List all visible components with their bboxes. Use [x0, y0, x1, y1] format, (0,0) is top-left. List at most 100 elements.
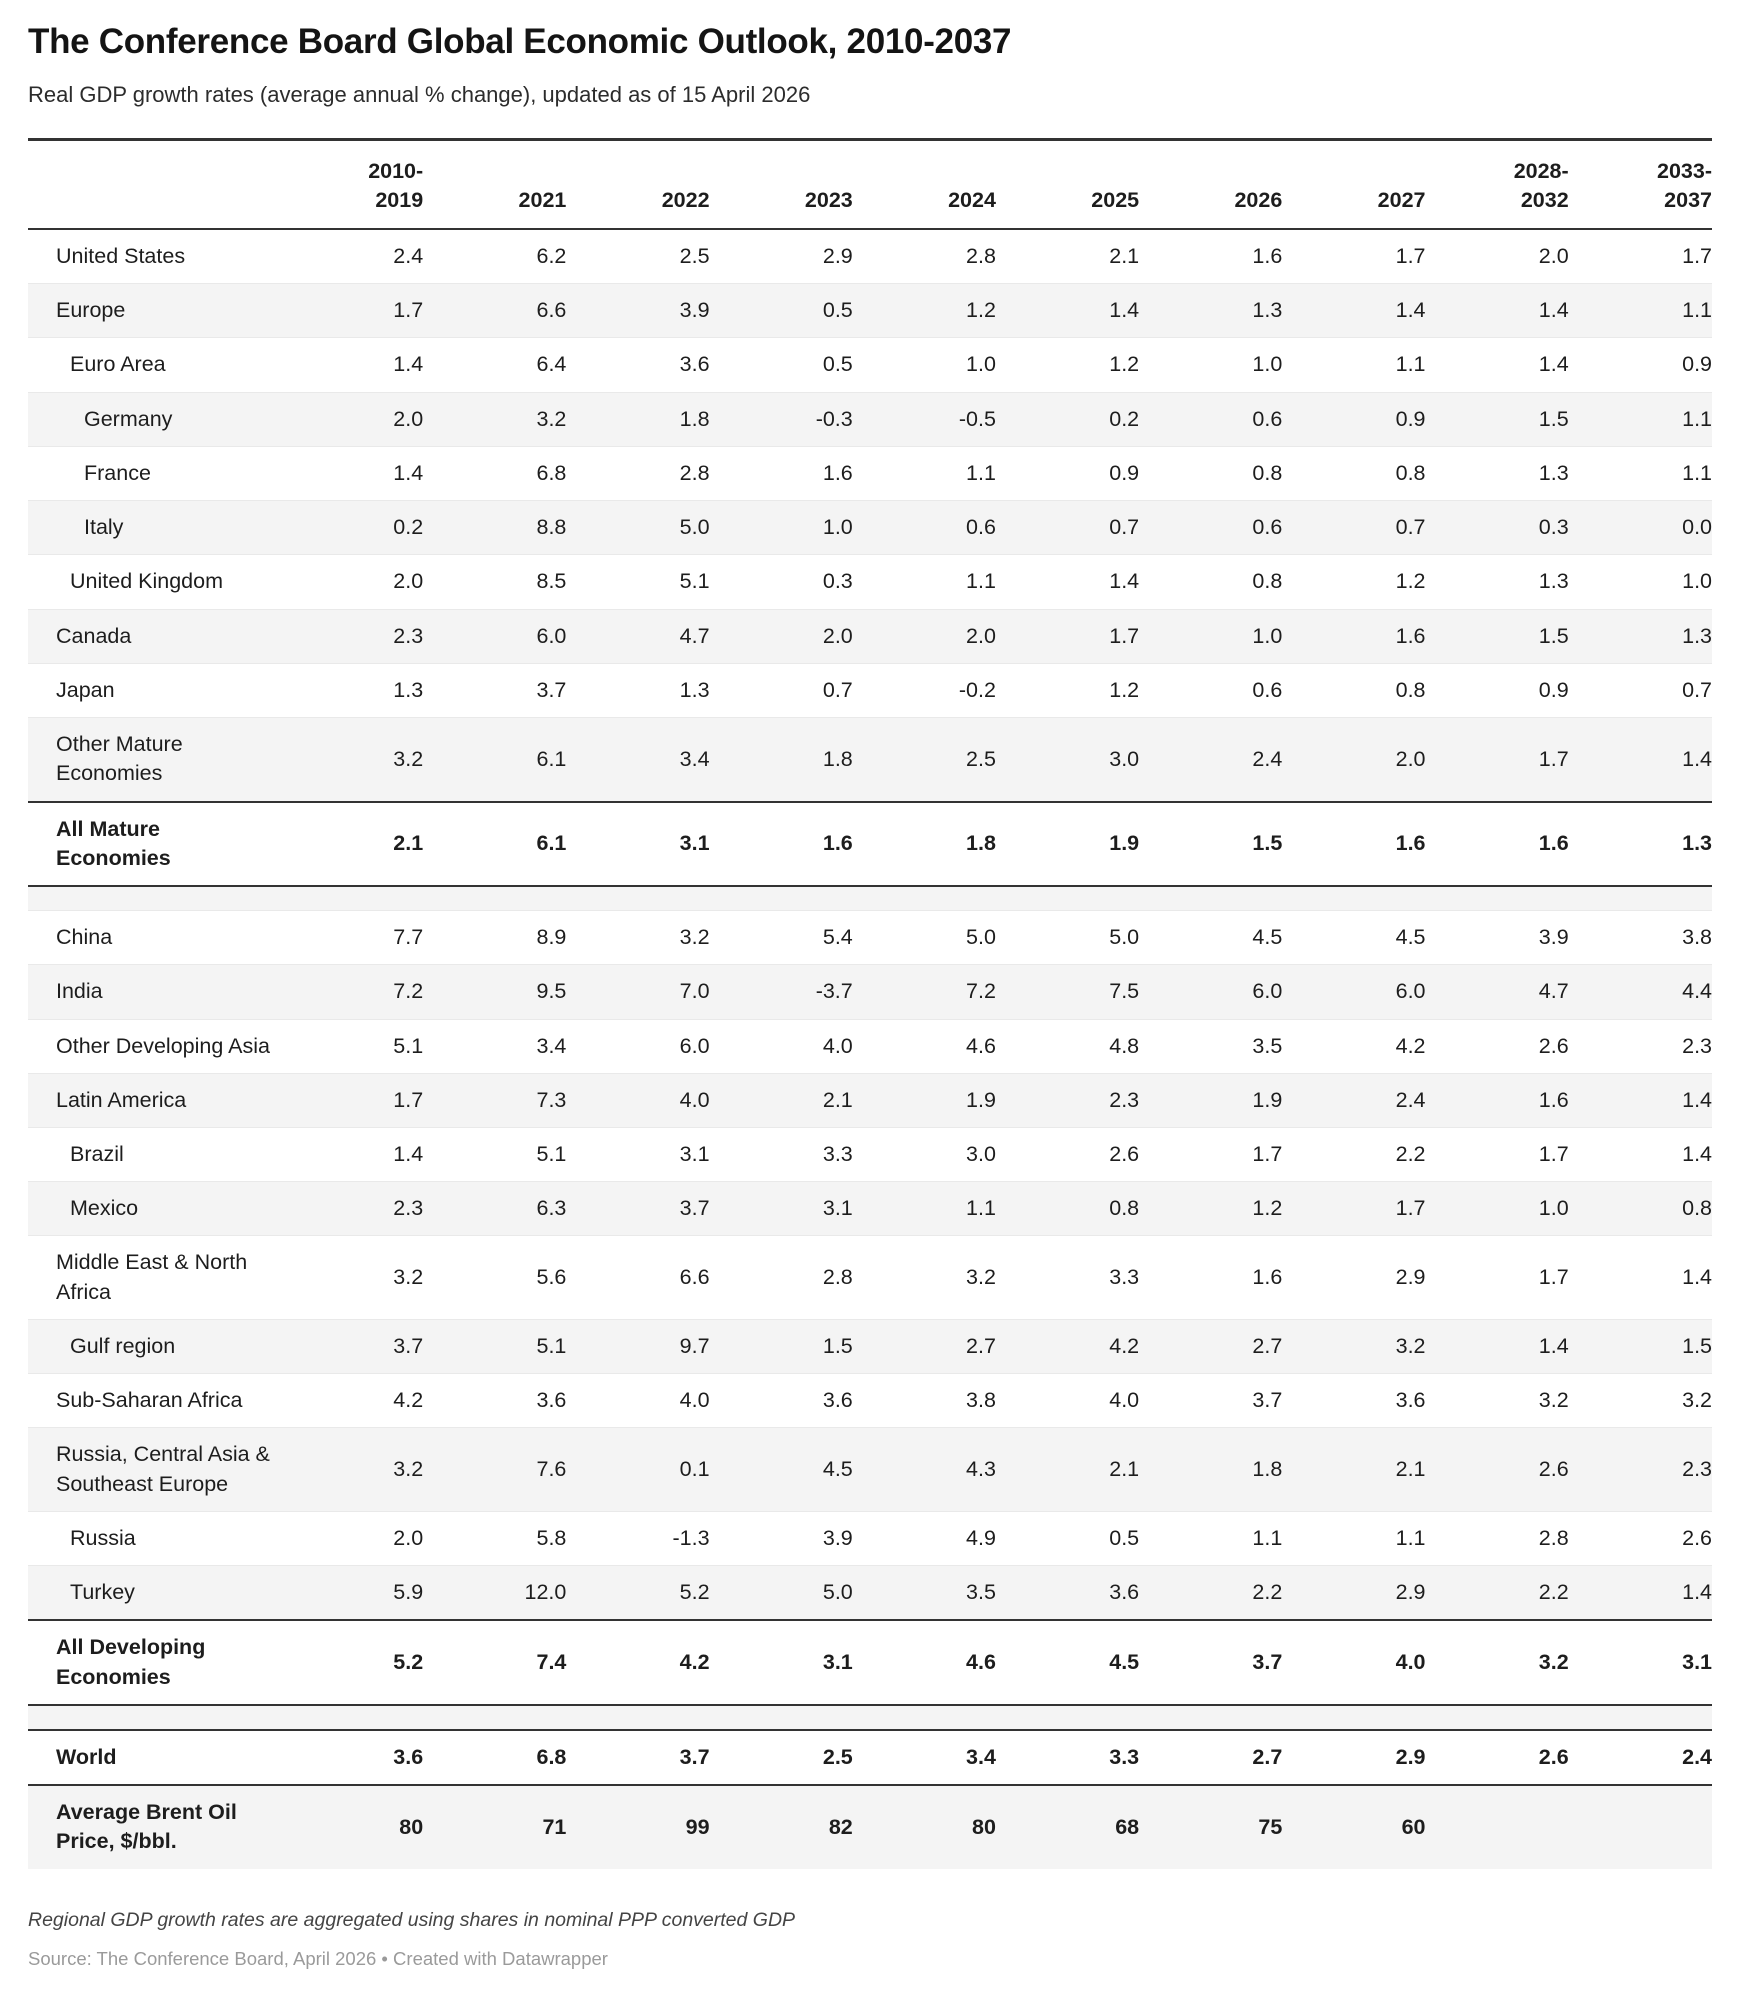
row-label: Middle East & North Africa — [56, 1250, 248, 1304]
value-cell: 3.1 — [822, 1196, 853, 1221]
table-row: Gulf region 3.7 5.1 9.7 1.5 2.7 4.2 2.7 3.2 1.4 1.… — [28, 1319, 1712, 1374]
value-cell: -0.2 — [958, 677, 996, 702]
column-header: 2024 — [852, 139, 996, 231]
value-cell: 6.6 — [536, 298, 567, 323]
table-row: Brazil 1.4 5.1 3.1 3.3 3.0 2.6 1.7 2.2 1.7 1.4 — [28, 1127, 1712, 1181]
value-cell: 6.8 — [536, 1744, 567, 1769]
value-cell: 3.7 — [679, 1196, 710, 1221]
value-cell: 2.9 — [1395, 1580, 1426, 1605]
table-row: Other Mature Economies 3.2 6.1 3.4 1.8 2.5 3.0… — [28, 717, 1712, 802]
value-cell: 5.0 — [822, 1580, 853, 1605]
value-cell: 0.7 — [822, 677, 853, 702]
value-cell: 4.0 — [1109, 1388, 1140, 1413]
value-cell: 5.8 — [536, 1525, 567, 1550]
value-cell: 1.4 — [393, 352, 424, 377]
value-cell: 3.6 — [822, 1388, 853, 1413]
table-row: Russia 2.0 5.8 -1.3 3.9 4.9 0.5 1.1 1.1 2.8 2.6 — [28, 1511, 1712, 1565]
value-cell: 1.0 — [1252, 623, 1283, 648]
value-cell: 4.7 — [1538, 979, 1569, 1004]
value-cell: 1.6 — [822, 831, 853, 856]
value-cell: 1.3 — [1538, 569, 1569, 594]
value-cell: 3.7 — [1252, 1649, 1283, 1674]
table-row: Russia, Central Asia & Southeast Europe 3… — [28, 1427, 1712, 1512]
value-cell: 2.9 — [1395, 1744, 1426, 1769]
row-label: Euro Area — [70, 352, 166, 377]
value-cell: 7.3 — [536, 1087, 567, 1112]
value-cell: 0.9 — [1109, 460, 1140, 485]
column-header: 2010- 2019 — [280, 139, 424, 231]
value-cell: 3.1 — [679, 1141, 710, 1166]
value-cell: 2.7 — [1252, 1333, 1283, 1358]
column-header: 2021 — [423, 139, 567, 231]
table-note: Regional GDP growth rates are aggregated… — [28, 1908, 796, 1931]
value-cell: 2.3 — [393, 1196, 424, 1221]
value-cell: 2.6 — [1682, 1525, 1712, 1550]
value-cell: 75 — [1258, 1814, 1283, 1839]
gdp-outlook-table: 2010- 2019 2021 2022 2023 2024 2025 2026 2027 20… — [28, 138, 1712, 1869]
row-label: All Developing Economies — [56, 1635, 206, 1689]
value-cell: 3.8 — [1682, 925, 1712, 950]
value-cell: 5.2 — [679, 1580, 710, 1605]
value-cell: 5.1 — [536, 1333, 567, 1358]
value-cell: 6.0 — [679, 1033, 710, 1058]
value-cell: 3.8 — [966, 1388, 996, 1413]
value-cell: 2.0 — [1395, 746, 1426, 771]
value-cell: 1.2 — [1109, 352, 1140, 377]
value-cell: 4.9 — [966, 1525, 996, 1550]
value-cell: 2.0 — [393, 1525, 424, 1550]
value-cell: 3.6 — [393, 1744, 424, 1769]
value-cell: 1.1 — [966, 569, 996, 594]
value-cell: 1.3 — [1538, 460, 1569, 485]
value-cell: 3.2 — [1395, 1333, 1426, 1358]
value-cell: 5.0 — [679, 515, 710, 540]
value-cell: 3.7 — [679, 1744, 710, 1769]
value-cell: 1.5 — [822, 1333, 853, 1358]
value-cell: 5.9 — [393, 1580, 424, 1605]
value-cell: 6.8 — [536, 460, 567, 485]
value-cell: 3.5 — [1252, 1033, 1283, 1058]
value-cell: 0.6 — [1252, 406, 1283, 431]
row-label: United States — [56, 244, 186, 268]
table-row: Average Brent Oil Price, $/bbl. 80 71 99 82 8… — [28, 1785, 1712, 1869]
value-cell: 1.9 — [1109, 831, 1140, 856]
value-cell: 1.3 — [393, 677, 424, 702]
value-cell: 3.3 — [822, 1141, 853, 1166]
value-cell: 1.6 — [1395, 623, 1426, 648]
value-cell: 1.2 — [1395, 569, 1426, 594]
value-cell: 5.0 — [1109, 925, 1140, 950]
value-cell: 0.8 — [1252, 460, 1283, 485]
value-cell: 3.1 — [1682, 1649, 1712, 1674]
table-row: United Kingdom 2.0 8.5 5.1 0.3 1.1 1.4 0.8 1.2 1.… — [28, 554, 1712, 609]
value-cell: 2.0 — [393, 569, 424, 594]
value-cell: 4.7 — [679, 623, 710, 648]
value-cell: 1.4 — [1682, 1580, 1712, 1605]
row-label: Other Developing Asia — [56, 1033, 270, 1058]
table-row: Middle East & North Africa 3.2 5.6 6.6 2.8 3.… — [28, 1235, 1712, 1319]
value-cell: 4.5 — [1395, 925, 1426, 950]
value-cell: 1.5 — [1538, 623, 1569, 648]
value-cell: 1.4 — [1682, 1141, 1712, 1166]
value-cell: 4.5 — [1109, 1649, 1140, 1674]
value-cell: 1.1 — [1395, 352, 1426, 377]
table-header: 2010- 2019 2021 2022 2023 2024 2025 2026 2027 20… — [28, 139, 1712, 231]
value-cell: 1.9 — [966, 1087, 996, 1112]
spacer-row — [28, 1704, 1712, 1730]
value-cell: 2.2 — [1395, 1141, 1426, 1166]
value-cell: 2.1 — [1109, 244, 1140, 268]
value-cell: 2.4 — [1395, 1087, 1426, 1112]
value-cell: 4.6 — [966, 1649, 996, 1674]
value-cell: 2.8 — [966, 244, 996, 268]
value-cell: 4.2 — [1395, 1033, 1426, 1058]
value-cell: 2.8 — [1538, 1525, 1569, 1550]
value-cell: 0.0 — [1682, 515, 1712, 540]
value-cell: 1.1 — [1682, 460, 1712, 485]
value-cell: 3.9 — [1538, 925, 1569, 950]
value-cell: 1.4 — [1538, 352, 1569, 377]
value-cell: 2.2 — [1538, 1580, 1569, 1605]
table-row: Euro Area 1.4 6.4 3.6 0.5 1.0 1.2 1.0 1.1 1.4 0.9 — [28, 337, 1712, 392]
value-cell: 5.1 — [393, 1033, 424, 1058]
value-cell: 4.6 — [966, 1033, 996, 1058]
row-label: United Kingdom — [70, 569, 223, 594]
value-cell: 7.2 — [966, 979, 996, 1004]
value-cell: 2.0 — [393, 406, 424, 431]
